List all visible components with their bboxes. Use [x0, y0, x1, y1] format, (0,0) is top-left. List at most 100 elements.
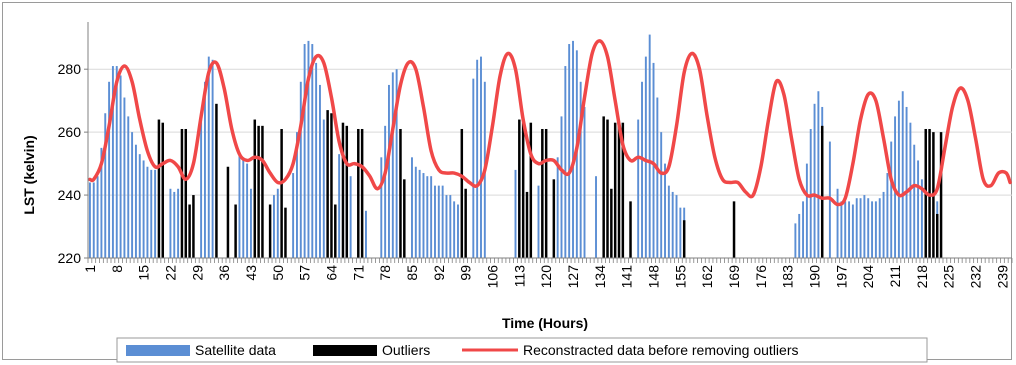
bar-satellite [851, 204, 854, 258]
bar-outlier [399, 128, 402, 258]
bar-satellite [798, 213, 801, 258]
bar-satellite [568, 44, 571, 258]
y-axis-title: LST (kelvin) [21, 135, 37, 214]
bar-satellite [365, 210, 367, 258]
y-tick-labels: 220 240 260 280 [58, 61, 82, 266]
bar-satellite [805, 163, 808, 258]
bar-outlier [234, 204, 237, 258]
bar-satellite [134, 144, 137, 258]
bar-outlier [732, 201, 736, 258]
bar-satellite [863, 195, 866, 258]
bar-satellite [154, 169, 157, 258]
bar-satellite [917, 160, 920, 258]
bar-satellite [307, 40, 310, 258]
bar-satellite [664, 163, 666, 258]
bar-outlier [284, 207, 287, 258]
x-tick-label: 134 [592, 265, 608, 289]
chart-frame [2, 2, 1012, 360]
bar-satellite [794, 223, 797, 258]
bar-satellite [242, 157, 245, 258]
bar-outlier [184, 128, 188, 258]
bar-satellite [104, 113, 107, 258]
bar-satellite [882, 191, 885, 258]
x-tick-label: 155 [672, 265, 688, 289]
bar-satellite [418, 169, 421, 258]
bar-satellite [322, 119, 325, 258]
legend-label-reconstructed: Reconstracted data before removing outli… [523, 342, 798, 358]
bar-satellite [138, 154, 141, 258]
legend: Satellite data Outliers Reconstracted da… [116, 337, 928, 363]
bar-outlier [161, 122, 165, 258]
x-tick-label: 15 [136, 265, 152, 281]
bar-satellite [391, 72, 394, 258]
bar-satellite [920, 179, 923, 258]
bar-satellite [430, 176, 433, 258]
bar-satellite [414, 166, 417, 258]
bar-satellite [92, 182, 95, 258]
bar-outlier [613, 122, 617, 258]
bar-outlier [541, 128, 544, 258]
bar-outlier [334, 204, 337, 258]
bar-outlier [617, 122, 621, 258]
x-tick-label: 78 [377, 265, 393, 281]
bar-satellite [675, 195, 678, 258]
bar-outlier [518, 119, 521, 258]
bar-satellite [871, 201, 874, 258]
bar-satellite [349, 176, 352, 258]
bar-satellite [453, 201, 456, 258]
bar-satellite [844, 201, 847, 258]
x-axis-title: Time (Hours) [502, 315, 588, 331]
bar-satellite [855, 198, 858, 258]
bar-outlier [157, 119, 161, 258]
bar-outlier [280, 128, 283, 258]
bar-satellite [115, 66, 118, 258]
bar-satellite [119, 75, 122, 259]
bar-satellite [890, 141, 893, 258]
bar-satellite [660, 132, 663, 258]
bar-outlier [261, 125, 264, 258]
x-tick-label: 169 [726, 265, 742, 289]
bar-satellite [131, 132, 134, 258]
bar-satellite [303, 44, 306, 258]
bar-satellite [641, 81, 643, 258]
bar-outlier [464, 188, 467, 258]
bar-satellite [395, 69, 398, 258]
bar-outlier [326, 110, 329, 258]
gridlines [88, 68, 1012, 196]
bar-outlier [330, 113, 333, 258]
bar-satellite [560, 116, 563, 259]
bar-satellite [299, 81, 302, 258]
bar-satellite [671, 191, 674, 258]
bar-satellite [579, 81, 582, 258]
bar-satellite [457, 204, 459, 258]
bar-satellite [583, 106, 586, 259]
bar-satellite [292, 173, 295, 258]
x-tick-label: 106 [484, 265, 500, 289]
bar-satellite [319, 84, 321, 259]
x-tick-label: 71 [350, 265, 366, 281]
bar-outlier [606, 119, 609, 258]
bar-outlier [341, 122, 345, 258]
bar-satellite [595, 176, 597, 258]
bar-satellite [150, 169, 153, 258]
legend-swatch-outliers [313, 345, 377, 356]
bar-satellite [564, 66, 567, 258]
bar-satellite [840, 201, 843, 258]
bar-satellite [142, 160, 145, 258]
x-tick-label: 197 [833, 265, 849, 289]
bar-outlier [192, 195, 195, 258]
bar-satellite [913, 144, 916, 258]
y-tick-label: 240 [58, 187, 82, 203]
bar-satellite [648, 34, 651, 259]
x-tick-label: 204 [860, 265, 876, 289]
bar-satellite [411, 157, 413, 258]
x-tick-labels: 1 8 15 22 29 36 43 50 57 64 71 78 85 92 99 106 113 120 127… [82, 265, 1010, 289]
x-tick-label: 57 [297, 265, 313, 281]
bar-outlier [939, 132, 943, 258]
series-line-reconstructed [88, 39, 1012, 207]
bar-satellite [445, 195, 448, 258]
bar-satellite [637, 119, 640, 258]
bar-satellite [380, 157, 383, 258]
bar-satellite [514, 169, 517, 258]
y-tick-label: 280 [58, 61, 82, 77]
